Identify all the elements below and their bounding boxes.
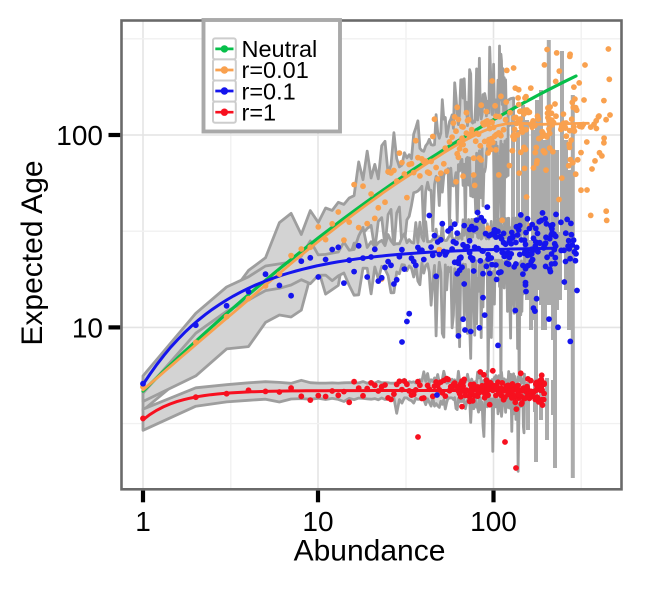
svg-text:Expected Age: Expected Age bbox=[16, 160, 49, 345]
svg-text:Abundance: Abundance bbox=[294, 535, 446, 568]
svg-text:10: 10 bbox=[302, 506, 333, 537]
svg-text:r=0.01: r=0.01 bbox=[242, 57, 309, 83]
svg-text:100: 100 bbox=[470, 506, 517, 537]
svg-text:100: 100 bbox=[56, 120, 103, 151]
svg-text:1: 1 bbox=[135, 506, 151, 537]
svg-text:Neutral: Neutral bbox=[242, 36, 318, 62]
svg-text:r=1: r=1 bbox=[242, 100, 277, 126]
svg-text:r=0.1: r=0.1 bbox=[242, 78, 296, 104]
svg-text:10: 10 bbox=[72, 313, 103, 344]
